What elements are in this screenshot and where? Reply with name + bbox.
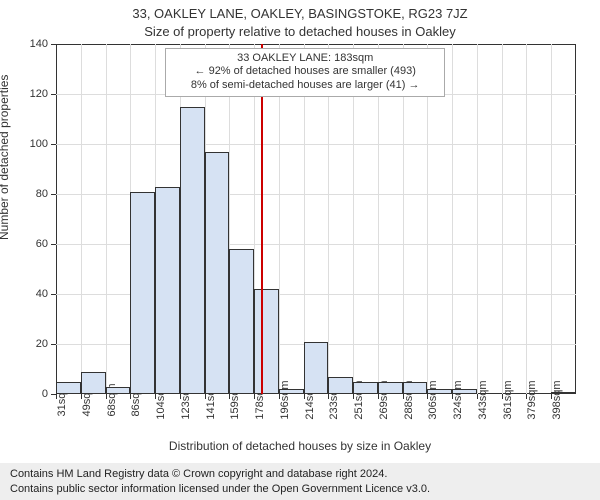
ytick-label: 40 [36, 288, 48, 300]
y-axis-label: Number of detached properties [0, 75, 11, 240]
ytick-label: 0 [42, 388, 48, 400]
gridline-v [502, 44, 503, 394]
histogram-bar [403, 382, 428, 395]
xtick-label: 379sqm [526, 380, 538, 419]
histogram-bar [180, 107, 205, 395]
histogram-bar [378, 382, 403, 395]
ytick-mark [51, 94, 56, 95]
histogram-bar [328, 377, 353, 395]
histogram-bar [254, 289, 279, 394]
annotation-line: 33 OAKLEY LANE: 183sqm [171, 52, 439, 66]
histogram-bar [81, 372, 106, 395]
plot-area: 02040608010012014031sqm49sqm68sqm86sqm10… [56, 44, 576, 394]
xtick-label: 196sqm [279, 380, 291, 419]
ytick-label: 60 [36, 238, 48, 250]
gridline-v [477, 44, 478, 394]
histogram-bar [279, 389, 304, 394]
annotation-line: ← 92% of detached houses are smaller (49… [171, 65, 439, 79]
ytick-mark [51, 294, 56, 295]
y-axis [56, 44, 57, 394]
histogram-bar [130, 192, 155, 395]
footer: Contains HM Land Registry data © Crown c… [0, 463, 600, 500]
ytick-label: 20 [36, 338, 48, 350]
ytick-label: 80 [36, 188, 48, 200]
xtick-label: 398sqm [551, 380, 563, 419]
histogram-bar [205, 152, 230, 395]
gridline-v [551, 44, 552, 394]
ytick-label: 100 [30, 138, 48, 150]
gridline-v [81, 44, 82, 394]
histogram-bar [155, 187, 180, 395]
ytick-mark [51, 344, 56, 345]
chart-title-line1: 33, OAKLEY LANE, OAKLEY, BASINGSTOKE, RG… [0, 6, 600, 21]
ytick-label: 120 [30, 88, 48, 100]
gridline-v [452, 44, 453, 394]
histogram-bar [229, 249, 254, 394]
histogram-bar [353, 382, 378, 395]
histogram-bar [551, 392, 576, 395]
ytick-mark [51, 44, 56, 45]
histogram-bar [452, 389, 477, 394]
histogram-bar [304, 342, 329, 395]
annotation-box: 33 OAKLEY LANE: 183sqm← 92% of detached … [165, 48, 445, 97]
chart-title-line2: Size of property relative to detached ho… [0, 24, 600, 39]
histogram-bar [427, 389, 452, 394]
annotation-line: 8% of semi-detached houses are larger (4… [171, 79, 439, 93]
footer-line2: Contains public sector information licen… [10, 482, 590, 496]
gridline-h [56, 144, 576, 145]
xtick-label: 324sqm [452, 380, 464, 419]
xtick-label: 361sqm [502, 380, 514, 419]
histogram-bar [106, 387, 131, 395]
gridline-v [526, 44, 527, 394]
ytick-mark [51, 194, 56, 195]
xtick-label: 306sqm [427, 380, 439, 419]
gridline-v [106, 44, 107, 394]
chart-container: { "chart": { "type": "histogram", "title… [0, 0, 600, 500]
ytick-label: 140 [30, 38, 48, 50]
x-axis-label: Distribution of detached houses by size … [0, 439, 600, 453]
ytick-mark [51, 144, 56, 145]
xtick-label: 343sqm [477, 380, 489, 419]
footer-line1: Contains HM Land Registry data © Crown c… [10, 467, 590, 481]
histogram-bar [56, 382, 81, 395]
ytick-mark [51, 244, 56, 245]
